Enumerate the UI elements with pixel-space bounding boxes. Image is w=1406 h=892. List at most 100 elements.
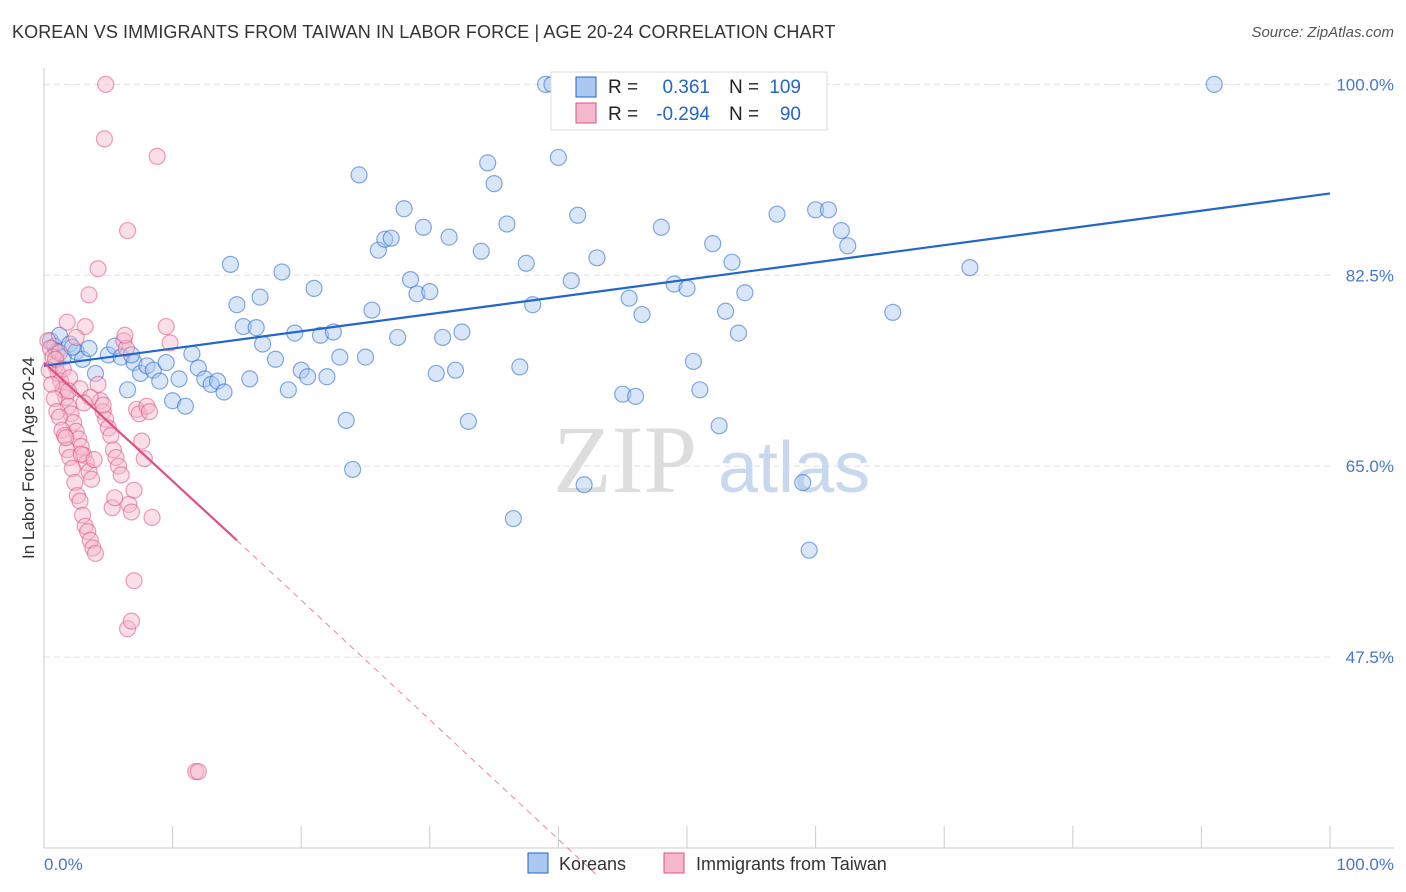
point-koreans bbox=[251, 288, 269, 306]
point-koreans bbox=[684, 352, 703, 371]
point-taiwan bbox=[112, 466, 130, 484]
point-koreans bbox=[472, 242, 490, 260]
grid bbox=[44, 83, 1330, 658]
point-taiwan bbox=[82, 470, 101, 488]
point-koreans bbox=[633, 305, 651, 324]
point-koreans bbox=[794, 473, 812, 492]
stats-legend-frame bbox=[550, 71, 828, 131]
point-koreans bbox=[170, 370, 188, 388]
point-koreans bbox=[279, 381, 297, 399]
point-taiwan bbox=[89, 375, 107, 393]
point-koreans bbox=[254, 335, 272, 353]
point-taiwan bbox=[97, 75, 115, 93]
point-koreans bbox=[382, 229, 400, 247]
point-koreans bbox=[292, 361, 310, 379]
stats-r-value: 0.361 bbox=[662, 77, 710, 98]
legend-label-koreans: Koreans bbox=[559, 854, 626, 874]
point-koreans bbox=[164, 392, 182, 410]
point-koreans bbox=[157, 353, 175, 372]
point-koreans bbox=[716, 302, 735, 320]
point-koreans bbox=[806, 201, 825, 219]
source-credit: Source: ZipAtlas.com bbox=[1251, 24, 1394, 41]
point-taiwan bbox=[135, 449, 153, 468]
watermark-atlas: atlas bbox=[718, 428, 870, 508]
point-taiwan bbox=[122, 503, 141, 521]
point-taiwan bbox=[85, 451, 103, 469]
point-koreans bbox=[247, 319, 265, 337]
point-koreans bbox=[401, 271, 420, 289]
point-koreans bbox=[729, 324, 748, 342]
stats-r-value: -0.294 bbox=[656, 104, 710, 125]
point-koreans bbox=[626, 387, 645, 405]
legend-label-taiwan: Immigrants from Taiwan bbox=[696, 854, 887, 874]
point-taiwan bbox=[45, 389, 63, 408]
point-koreans bbox=[884, 303, 902, 321]
point-taiwan bbox=[117, 339, 135, 357]
point-koreans bbox=[736, 284, 754, 302]
watermark: ZIP atlas bbox=[553, 406, 870, 513]
point-taiwan bbox=[75, 394, 93, 412]
point-taiwan bbox=[95, 130, 114, 148]
point-koreans bbox=[86, 364, 105, 383]
stats-r-label: R = bbox=[608, 104, 638, 125]
y-tick-label: 82.5% bbox=[1346, 266, 1394, 285]
point-taiwan bbox=[116, 326, 134, 344]
watermark-zip: ZIP bbox=[553, 406, 697, 513]
point-taiwan bbox=[189, 763, 207, 781]
point-koreans bbox=[350, 166, 368, 184]
point-koreans bbox=[241, 370, 259, 388]
point-koreans bbox=[562, 272, 580, 290]
point-taiwan bbox=[122, 612, 141, 630]
stats-swatch-koreans bbox=[575, 76, 597, 98]
point-taiwan bbox=[43, 375, 61, 393]
point-koreans bbox=[427, 364, 445, 383]
point-koreans bbox=[832, 221, 850, 240]
point-taiwan bbox=[73, 506, 92, 524]
point-koreans bbox=[63, 338, 81, 356]
point-koreans bbox=[209, 372, 227, 390]
point-taiwan bbox=[148, 147, 166, 165]
point-koreans bbox=[961, 259, 979, 277]
point-koreans bbox=[485, 175, 503, 193]
point-koreans bbox=[440, 228, 458, 246]
point-koreans bbox=[331, 348, 349, 366]
point-taiwan bbox=[161, 334, 179, 352]
point-koreans bbox=[549, 148, 568, 167]
point-koreans bbox=[704, 235, 722, 253]
data-points bbox=[39, 75, 1223, 781]
point-koreans bbox=[144, 361, 162, 379]
point-koreans bbox=[723, 253, 741, 271]
point-taiwan bbox=[157, 317, 175, 336]
point-koreans bbox=[569, 206, 587, 224]
legend-swatch-taiwan bbox=[663, 852, 685, 874]
stats-legend: R = 0.361 N = 109 R = -0.294 N = 90 bbox=[550, 71, 828, 131]
point-koreans bbox=[479, 154, 497, 172]
point-taiwan bbox=[89, 260, 107, 278]
y-tick-label: 65.0% bbox=[1346, 457, 1394, 476]
point-koreans bbox=[620, 289, 638, 307]
point-koreans bbox=[363, 301, 381, 319]
point-taiwan bbox=[102, 427, 120, 445]
point-koreans bbox=[588, 249, 606, 267]
series-legend: Koreans Immigrants from Taiwan bbox=[527, 852, 887, 874]
point-koreans bbox=[421, 283, 439, 301]
point-koreans bbox=[273, 263, 291, 281]
point-koreans bbox=[356, 348, 375, 366]
point-koreans bbox=[311, 326, 330, 344]
point-koreans bbox=[344, 460, 362, 479]
x-tick-max: 100.0% bbox=[1336, 855, 1394, 874]
trend-line-taiwan bbox=[43, 361, 238, 542]
point-taiwan bbox=[63, 459, 81, 477]
point-koreans bbox=[839, 237, 857, 255]
stats-n-value: 90 bbox=[780, 104, 801, 125]
point-koreans bbox=[575, 476, 593, 494]
point-koreans bbox=[498, 215, 516, 233]
point-koreans bbox=[221, 255, 240, 273]
point-koreans bbox=[434, 328, 452, 347]
point-koreans bbox=[376, 230, 394, 248]
point-koreans bbox=[691, 381, 709, 399]
point-koreans bbox=[369, 241, 387, 259]
point-koreans bbox=[511, 358, 529, 376]
stats-n-label: N = bbox=[729, 77, 759, 98]
point-taiwan bbox=[106, 489, 124, 507]
